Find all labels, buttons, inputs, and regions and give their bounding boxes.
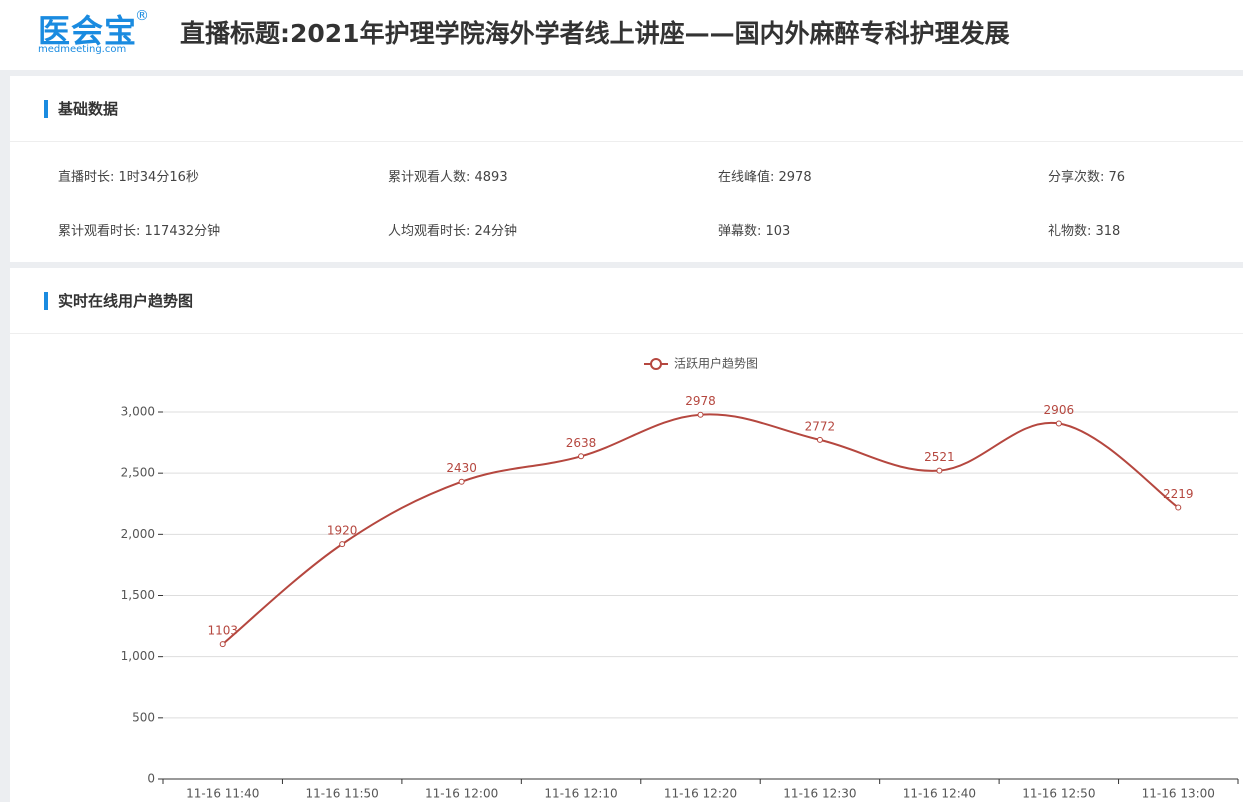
data-label: 1103 (207, 624, 238, 638)
data-label: 2978 (685, 394, 716, 408)
section-title: 基础数据 (44, 100, 118, 118)
stat-item: 在线峰值: 2978 (718, 170, 812, 185)
trend-panel: 实时在线用户趋势图 0 500 1,000 1,500 2,000 2,500 3,000 1… (10, 268, 1243, 802)
data-point (219, 641, 226, 648)
data-label: 2638 (566, 436, 597, 450)
data-point (1175, 504, 1182, 511)
stat-item: 直播时长: 1时34分16秒 (58, 170, 199, 185)
divider (10, 141, 1243, 142)
y-tick-label: 0 (147, 772, 155, 786)
section-title: 实时在线用户趋势图 (44, 292, 193, 310)
legend-label: 活跃用户趋势图 (674, 356, 758, 371)
data-point (339, 541, 346, 548)
data-label: 2906 (1044, 403, 1075, 417)
stat-item: 累计观看时长: 117432分钟 (58, 224, 221, 239)
stat-item: 弹幕数: 103 (718, 224, 791, 239)
stat-item: 累计观看人数: 4893 (388, 170, 508, 185)
y-tick-label: 2,000 (121, 527, 155, 541)
data-point (578, 453, 585, 460)
x-tick-label: 11-16 12:10 (544, 787, 617, 801)
stat-item: 礼物数: 318 (1048, 224, 1121, 239)
divider (10, 333, 1243, 334)
page-title: 直播标题:2021年护理学院海外学者线上讲座——国内外麻醉专科护理发展 (180, 19, 1010, 48)
header: 医会宝 ® medmeeting.com 直播标题:2021年护理学院海外学者线… (0, 0, 1243, 70)
data-point (936, 467, 943, 474)
data-point (697, 411, 704, 418)
y-tick-label: 2,500 (121, 466, 155, 480)
stat-item: 分享次数: 76 (1048, 170, 1126, 185)
data-label: 2219 (1163, 487, 1194, 501)
data-label: 2521 (924, 450, 955, 464)
basic-panel: 基础数据 直播时长: 1时34分16秒 累计观看人数: 4893 在线峰值: 297… (10, 76, 1243, 262)
data-label: 2430 (446, 461, 477, 475)
series-line (222, 413, 1179, 645)
y-tick-label: 3,000 (121, 405, 155, 419)
x-tick-label: 11-16 12:50 (1022, 787, 1095, 801)
data-label: 1920 (327, 524, 358, 538)
x-tick-label: 11-16 12:20 (664, 787, 737, 801)
legend-marker (650, 358, 662, 370)
logo-mark: ® (135, 8, 149, 24)
stat-item: 人均观看时长: 24分钟 (388, 224, 518, 239)
x-tick-label: 11-16 12:30 (783, 787, 856, 801)
data-point (816, 436, 823, 443)
x-tick-label: 11-16 12:40 (903, 787, 976, 801)
data-label: 2772 (805, 419, 836, 433)
x-tick-label: 11-16 11:40 (186, 787, 259, 801)
logo: 医会宝 (38, 12, 138, 50)
x-tick-label: 11-16 12:00 (425, 787, 498, 801)
chart: 0 500 1,000 1,500 2,000 2,500 3,000 11-16 11:40… (121, 356, 1239, 801)
data-point (458, 478, 465, 485)
x-tick-label: 11-16 11:50 (306, 787, 379, 801)
y-tick-label: 1,500 (121, 588, 155, 602)
y-tick-label: 1,000 (121, 649, 155, 663)
y-tick-label: 500 (132, 710, 155, 724)
x-tick-label: 11-16 13:00 (1142, 787, 1215, 801)
data-point (1055, 420, 1062, 427)
logo-domain: medmeeting.com (38, 44, 127, 55)
